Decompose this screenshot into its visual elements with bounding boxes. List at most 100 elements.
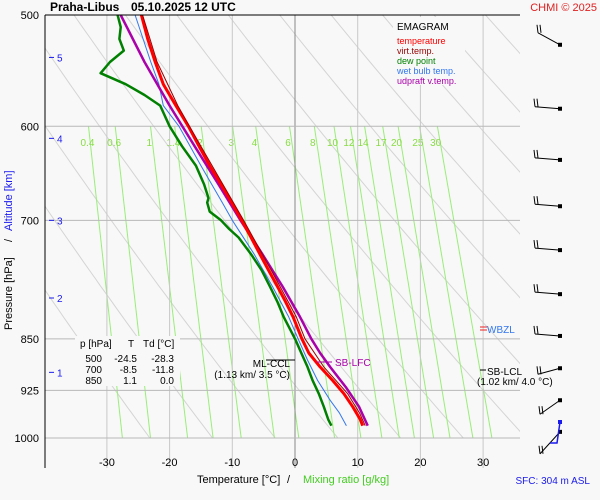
wbzl-label: WBZL (487, 325, 515, 336)
annotations: ML-CCL (1.13 km/ 3.5 °C) SB-LFC WBZL SB-… (214, 325, 552, 388)
legend-temperature: temperature (397, 36, 446, 46)
wind-barbs (533, 24, 562, 455)
mixing-ratio-label: 20 (391, 138, 403, 149)
barb-staff (539, 399, 561, 415)
barb-station-dot (558, 333, 562, 338)
barb-station-dot (558, 157, 562, 162)
table-cell: 0.0 (160, 376, 174, 387)
mixing-ratio-label: 25 (412, 138, 424, 149)
mixing-ratio-label: 8 (310, 138, 316, 149)
legend-virt-temp: virt.temp. (397, 46, 434, 56)
altitude-tick-label: 5 (57, 53, 63, 64)
mixing-ratio-label: 3 (229, 138, 235, 149)
grid-layer: 0.4 0.6 1 1.4 2 3 4 6 8 10 12 14 17 20 25 30 (45, 15, 520, 468)
mixing-ratio-label: 0.4 (81, 138, 95, 149)
wind-barb (536, 366, 562, 375)
mixing-ratio-line (114, 126, 151, 439)
x-tick-label: 0 (292, 457, 298, 469)
wind-barb (538, 398, 562, 415)
barb-station-dot (558, 42, 562, 47)
barb-station-dot (558, 106, 562, 111)
y-tick-label: 700 (21, 215, 39, 227)
barb-station-dot (558, 398, 562, 403)
table-cell: -8.5 (120, 365, 138, 376)
barb-feather (533, 284, 536, 293)
table-cell: 850 (85, 376, 102, 387)
mixing-ratio-line (397, 126, 451, 439)
barb-feather (533, 196, 536, 205)
y-tick-label: 500 (21, 10, 39, 22)
surface-wind-marker (550, 421, 561, 444)
datetime-title: 05.10.2025 12 UTC (131, 0, 236, 14)
series-udpraft-v-temp (119, 14, 369, 427)
barb-staff (537, 32, 561, 46)
barb-feather (541, 445, 544, 454)
y-tick-label: 600 (21, 121, 39, 133)
table-cell: 700 (85, 365, 102, 376)
barb-feather (536, 24, 539, 33)
barb-feather (536, 325, 539, 335)
barb-feather (533, 325, 536, 335)
barb-feather (539, 24, 542, 33)
wind-barb (533, 196, 562, 209)
altitude-tick-label: 3 (57, 216, 63, 227)
mixing-ratio-label: 6 (285, 138, 291, 149)
x-tick-label: 30 (477, 457, 489, 469)
barb-feather (538, 406, 541, 415)
y-tick-label: 1000 (15, 433, 39, 445)
table-header-p: p [hPa] (80, 339, 112, 350)
barb-station-dot (558, 204, 562, 209)
dry-adiabat (227, 15, 520, 365)
mixing-ratio-line (150, 126, 189, 439)
y-axis-title: Pressure [hPa] (3, 257, 15, 330)
barb-staff (537, 367, 561, 375)
barb-feather (536, 284, 539, 293)
mixing-ratio-line (232, 126, 275, 439)
barb-staff (534, 247, 561, 251)
barb-station-dot (558, 292, 562, 297)
wind-barb (536, 24, 562, 47)
barb-feather (533, 240, 536, 249)
mixing-ratio-line (350, 126, 400, 439)
x-axis-separator: / (287, 474, 291, 486)
dry-adiabat (124, 15, 464, 439)
dry-adiabat (176, 15, 520, 433)
surface-elevation: SFC: 304 m ASL (516, 476, 591, 487)
barb-staff (534, 291, 561, 295)
mixing-ratio-label: 2 (197, 138, 203, 149)
dry-adiabat (433, 15, 520, 113)
altitude-tick-label: 4 (57, 134, 63, 145)
x-tick-label: -10 (224, 457, 240, 469)
barb-staff (534, 203, 561, 207)
barb-feather (536, 98, 539, 107)
series-wet-bulb-temp (134, 14, 347, 426)
mixing-ratio-line (313, 126, 362, 439)
dry-adiabat (382, 15, 520, 173)
barb-staff (534, 106, 561, 110)
y-axis-title-group: Pressure [hPa] / Altitude [km] (3, 170, 15, 330)
altitude-tick-label: 2 (57, 294, 63, 305)
barb-feather (536, 366, 539, 375)
sb-lcl-detail: (1.02 km/ 4.0 °C) (477, 377, 553, 388)
mixing-ratio-line (88, 126, 123, 439)
surface-wind-dot (558, 420, 562, 424)
y-tick-label: 850 (21, 334, 39, 346)
wind-barb (533, 325, 562, 338)
x-axis-title: Temperature [°C] (197, 474, 280, 486)
barb-feather (533, 98, 536, 107)
barb-station-dot (558, 248, 562, 253)
ml-ccl-label: ML-CCL (253, 359, 291, 370)
table-row: 850 1.1 0.0 (85, 376, 174, 387)
barb-feather (541, 406, 544, 415)
sb-lfc-label: SB-LFC (335, 358, 371, 369)
x-tick-label: -20 (162, 457, 178, 469)
table-cell: -28.3 (151, 354, 174, 365)
dry-adiabat (45, 124, 276, 439)
legend-title: EMAGRAM (397, 22, 449, 33)
copyright: CHMI © 2025 (530, 2, 597, 14)
altitude-tick-label: 1 (57, 368, 63, 379)
barb-feather (539, 366, 542, 375)
barb-feather (536, 196, 539, 205)
